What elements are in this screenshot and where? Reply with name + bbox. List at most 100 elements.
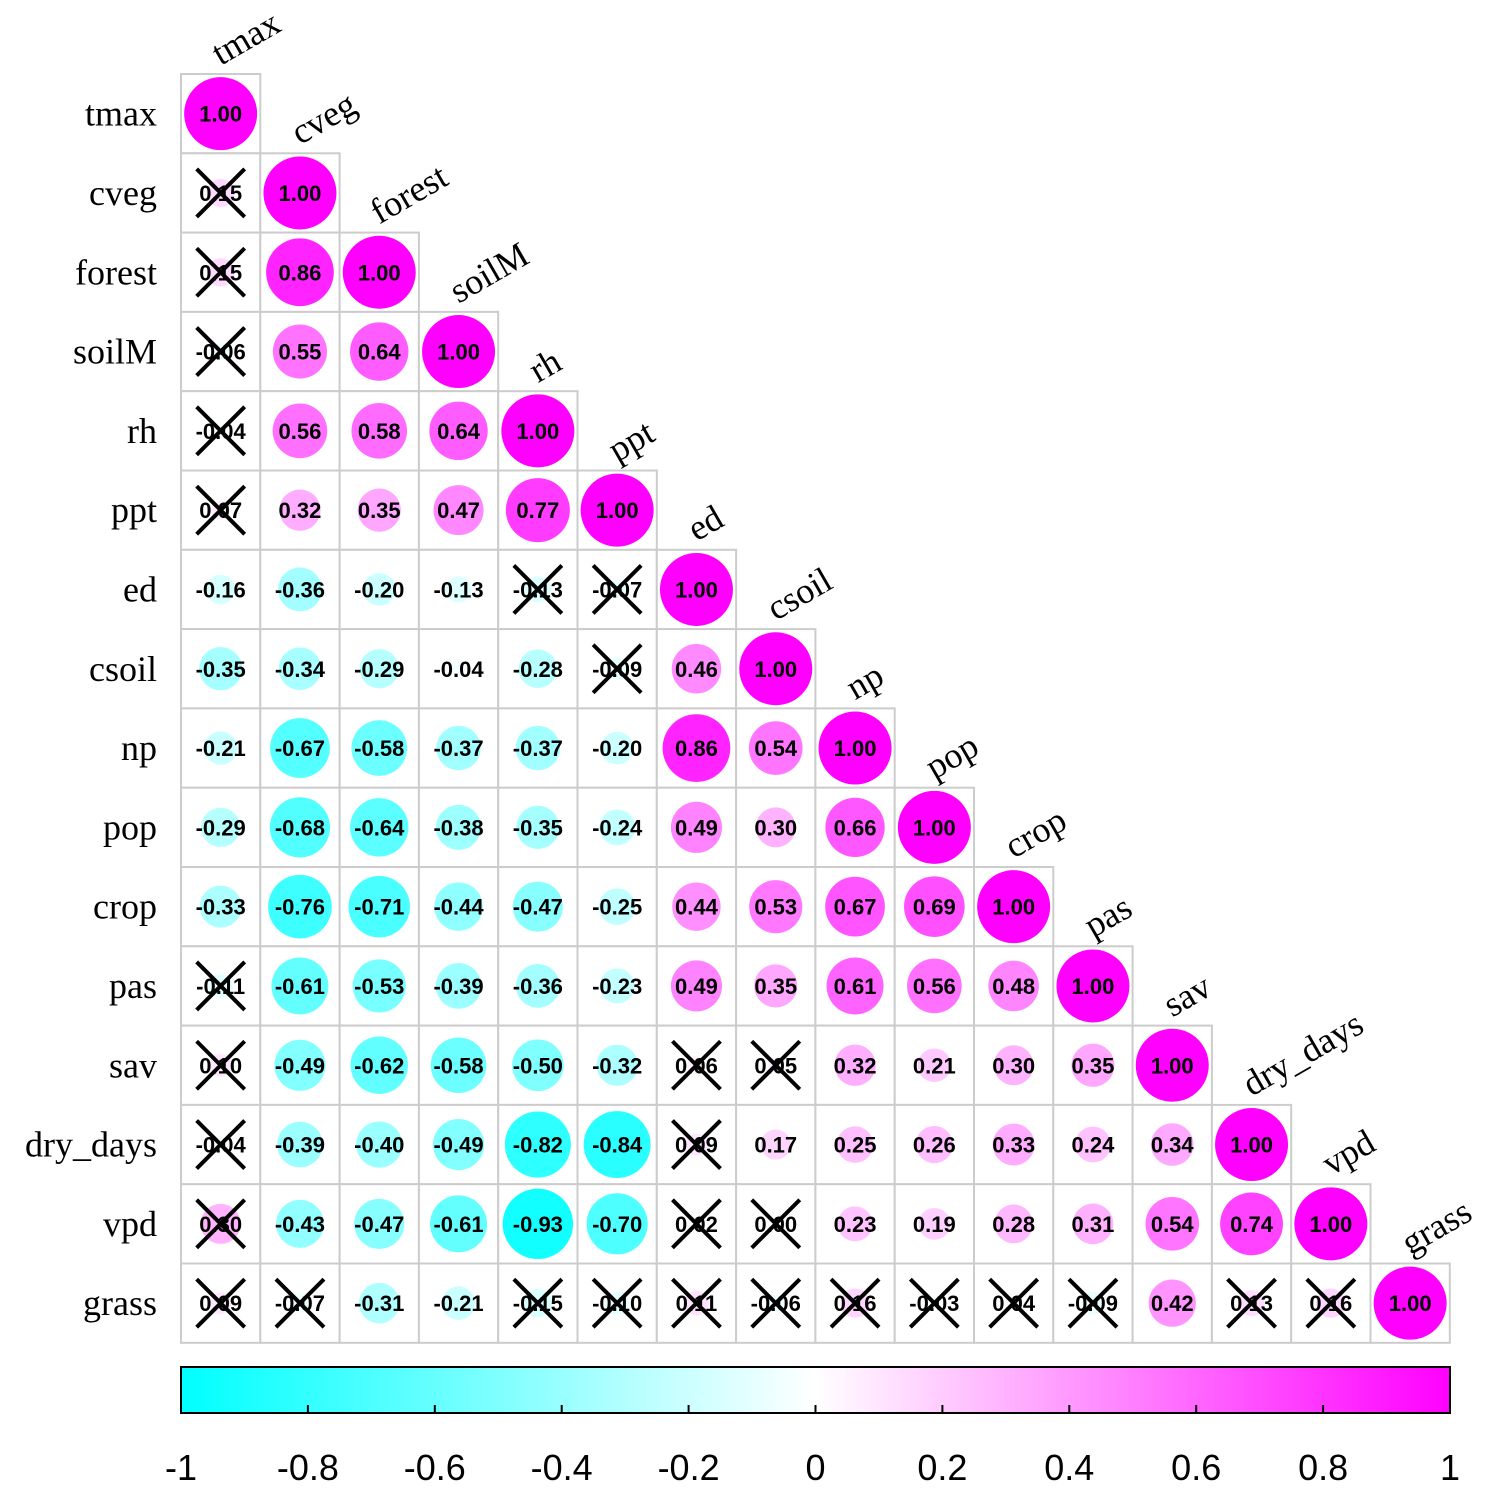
correlation-value: -0.61	[433, 1212, 483, 1237]
matrix-cell: -0.04	[180, 390, 262, 472]
correlation-value: -0.20	[354, 577, 404, 602]
correlation-value: 0.64	[437, 419, 481, 444]
correlation-circle	[436, 725, 481, 771]
correlation-value: -0.35	[196, 657, 246, 682]
correlation-value: 0.32	[279, 498, 322, 523]
correlation-circle	[1056, 949, 1130, 1023]
correlation-value: 1.00	[1151, 1053, 1194, 1078]
correlation-circle	[739, 632, 813, 706]
correlation-value: 0.86	[279, 260, 322, 285]
matrix-cell: -0.47	[338, 1183, 420, 1265]
matrix-cell: 0.67	[814, 866, 896, 948]
correlation-circle	[279, 489, 321, 531]
matrix-cell: 0.26	[893, 1103, 976, 1186]
matrix-cell: 0.44	[655, 866, 738, 948]
correlation-value: 0.33	[992, 1133, 1035, 1158]
matrix-cell: 0.13	[1210, 1262, 1293, 1344]
correlation-circle	[515, 725, 561, 771]
column-label: np	[839, 655, 890, 708]
correlation-value: -0.39	[433, 974, 483, 999]
matrix-cell: 0.35	[338, 469, 420, 551]
correlation-value: -0.71	[354, 895, 404, 920]
insignificant-cross	[671, 1277, 722, 1329]
matrix-cell: 0.15	[180, 231, 262, 313]
correlation-value: -0.53	[354, 974, 404, 999]
insignificant-cross	[195, 484, 247, 536]
matrix-cell: 0.66	[814, 786, 896, 869]
correlation-circle	[917, 1048, 952, 1082]
matrix-cell: 0.02	[655, 1183, 738, 1265]
correlation-value: 1.00	[992, 895, 1035, 920]
column-label: soilM	[443, 234, 536, 311]
correlation-circle	[422, 315, 496, 389]
matrix-cell: -0.21	[180, 707, 262, 789]
correlation-value: -0.50	[513, 1053, 563, 1078]
correlation-value: 0.23	[834, 1212, 877, 1237]
correlation-value: 0.44	[675, 895, 719, 920]
correlation-value: -0.64	[354, 815, 405, 840]
correlation-circle	[670, 960, 722, 1012]
insignificant-cross	[1067, 1277, 1119, 1329]
matrix-cell: 0.47	[417, 469, 500, 551]
matrix-cell: -0.16	[180, 548, 262, 631]
correlation-value: -0.20	[592, 736, 642, 761]
correlation-circle	[434, 882, 483, 931]
insignificant-cross	[195, 1039, 247, 1091]
correlation-value: 0.19	[913, 1212, 956, 1237]
correlation-value: 1.00	[516, 419, 559, 444]
matrix-cell: 0.64	[417, 390, 500, 472]
row-label: grass	[83, 1283, 157, 1323]
insignificant-cross	[750, 1198, 802, 1250]
matrix-cell: 0.48	[973, 945, 1055, 1027]
correlation-value: -0.25	[592, 895, 642, 920]
correlation-circle	[206, 574, 236, 605]
matrix-cell: 0.64	[338, 310, 420, 393]
insignificant-cross	[988, 1277, 1040, 1329]
correlation-circle	[760, 1129, 791, 1160]
correlation-circle	[755, 807, 796, 848]
correlation-circle	[357, 488, 401, 532]
insignificant-cross	[591, 564, 643, 615]
correlation-circle	[1145, 1197, 1200, 1251]
correlation-value: 0.54	[1151, 1212, 1195, 1237]
correlation-circle	[200, 807, 241, 848]
correlation-value: -0.61	[275, 974, 325, 999]
matrix-cell: -0.25	[576, 866, 658, 948]
correlation-value: 1.00	[834, 736, 877, 761]
matrix-cell: -0.58	[338, 707, 420, 789]
correlation-value: 0.28	[992, 1212, 1035, 1237]
matrix-cell: -0.35	[497, 786, 579, 869]
correlation-circle	[435, 963, 482, 1009]
correlation-value: -0.16	[196, 577, 246, 602]
correlation-circle	[505, 478, 570, 543]
correlation-value: 0.69	[913, 895, 956, 920]
matrix-cell: -0.04	[180, 1103, 262, 1186]
matrix-cell: -0.47	[497, 866, 579, 948]
correlation-circle	[203, 731, 238, 765]
correlation-value: -0.67	[275, 736, 325, 761]
correlation-value: 1.00	[913, 815, 956, 840]
correlation-circle	[837, 1206, 873, 1242]
insignificant-cross	[1226, 1277, 1277, 1329]
correlation-circle	[276, 1199, 324, 1248]
matrix-cell: -0.09	[1052, 1262, 1134, 1344]
matrix-cell: 0.21	[893, 1024, 976, 1106]
matrix-cell: -0.40	[338, 1103, 420, 1186]
correlation-circle	[516, 805, 560, 849]
matrix-cell: 0.09	[655, 1103, 738, 1186]
matrix-cell: -0.09	[576, 628, 658, 710]
correlation-value: -0.21	[196, 736, 246, 761]
correlation-circle	[993, 1045, 1034, 1086]
correlation-circle	[451, 661, 466, 677]
correlation-value: 0.31	[1072, 1212, 1115, 1237]
matrix-cell: 0.30	[180, 1183, 262, 1265]
correlation-circle	[199, 885, 242, 928]
correlation-circle	[1075, 1126, 1111, 1163]
correlation-value: -0.39	[275, 1133, 325, 1158]
matrix-cell: 0.23	[814, 1183, 896, 1265]
correlation-value: -0.36	[275, 577, 325, 602]
matrix-cell: -0.36	[497, 945, 579, 1027]
matrix-cell: 1.00	[814, 707, 896, 789]
correlation-value: -0.43	[275, 1212, 325, 1237]
